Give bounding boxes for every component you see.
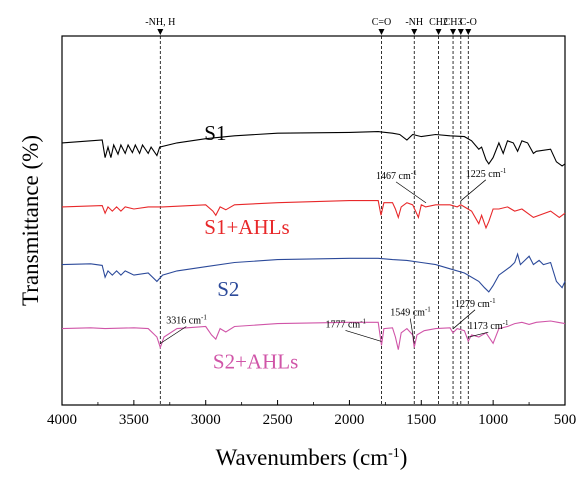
annotation-label: 1549 cm-1 <box>390 306 431 319</box>
series-line-2 <box>61 252 566 293</box>
x-tick-label: 2000 <box>334 412 364 428</box>
annotation-label: 1467 cm-1 <box>376 169 417 182</box>
annotation-arrow-line <box>468 331 489 338</box>
series-name-label: S2 <box>217 277 239 301</box>
series-line-3 <box>61 320 566 350</box>
series-line-0 <box>61 131 566 167</box>
annotation-label: 1777 cm-1 <box>325 317 366 330</box>
reference-label: C-O <box>460 17 477 28</box>
annotation-label: 1173 cm-1 <box>468 319 509 332</box>
reference-arrow-icon <box>157 29 164 35</box>
y-axis-title: Transmittance (%) <box>18 135 43 306</box>
series-line-1 <box>61 200 566 230</box>
x-axis-title: Wavenumbers (cm-1) <box>216 445 408 470</box>
reference-label: C=O <box>372 17 392 28</box>
reference-arrow-icon <box>411 29 418 35</box>
series-name-label: S1+AHLs <box>204 215 289 239</box>
reference-label: CH3 <box>444 17 463 28</box>
reference-label: CH2 <box>429 17 448 28</box>
x-tick-label: 3500 <box>119 412 149 428</box>
x-tick-label: 3000 <box>191 412 221 428</box>
reference-arrow-icon <box>465 29 472 35</box>
reference-arrow-icon <box>450 29 457 35</box>
x-tick-label: 4000 <box>47 412 77 428</box>
series-name-label: S2+AHLs <box>213 350 298 374</box>
annotation-arrow-line <box>395 181 427 204</box>
x-tick-label: 1500 <box>406 412 436 428</box>
annotation-label: 3316 cm-1 <box>166 314 207 327</box>
x-tick-label: 2500 <box>263 412 293 428</box>
reference-arrow-icon <box>378 29 385 35</box>
reference-arrow-icon <box>457 29 464 35</box>
annotation-arrow-line <box>452 309 476 330</box>
reference-label: -NH <box>405 17 423 28</box>
annotation-arrow-line <box>345 330 382 342</box>
x-tick-label: 1000 <box>478 412 508 428</box>
reference-label: -NH, H <box>145 17 175 28</box>
series-name-label: S1 <box>204 121 226 145</box>
annotation-arrow-line <box>460 179 487 202</box>
annotation-label: 1279 cm-1 <box>455 297 496 310</box>
annotation-arrow-line <box>160 326 187 344</box>
annotation-label: 1225 cm-1 <box>466 167 507 180</box>
annotation-arrow-line <box>409 318 415 344</box>
reference-arrow-icon <box>435 29 442 35</box>
x-tick-label: 500 <box>554 412 577 428</box>
